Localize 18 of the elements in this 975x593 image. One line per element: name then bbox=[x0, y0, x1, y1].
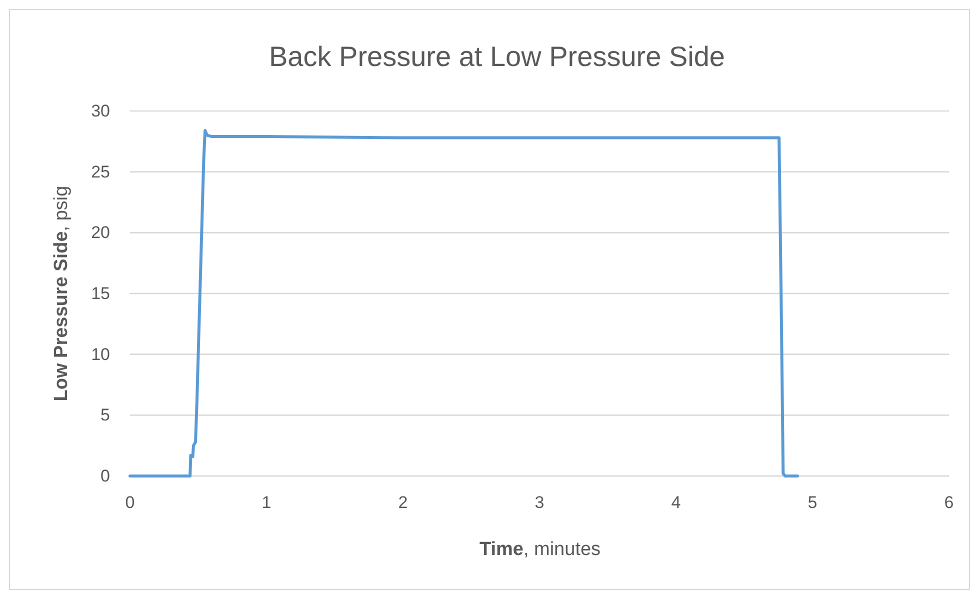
y-tick-label: 0 bbox=[100, 466, 110, 486]
x-tick-label: 6 bbox=[944, 493, 954, 512]
x-axis-title: Time, minutes bbox=[479, 539, 601, 560]
x-tick-label: 1 bbox=[262, 493, 272, 512]
y-tick-label: 30 bbox=[91, 101, 110, 120]
x-tick-label: 3 bbox=[534, 493, 544, 512]
y-tick-label: 5 bbox=[100, 406, 110, 425]
y-tick-label: 25 bbox=[91, 162, 110, 182]
x-tick-label: 5 bbox=[808, 493, 818, 512]
x-tick-label: 2 bbox=[398, 493, 408, 512]
x-tick-label: 4 bbox=[671, 493, 681, 512]
y-axis-title: Low Pressure Side, psig bbox=[51, 186, 72, 402]
y-tick-label: 15 bbox=[91, 284, 110, 303]
y-tick-label: 20 bbox=[91, 223, 110, 242]
y-tick-label: 10 bbox=[91, 344, 110, 364]
x-tick-label: 0 bbox=[125, 493, 135, 512]
chart-title: Back Pressure at Low Pressure Side bbox=[269, 41, 725, 72]
line-series bbox=[128, 128, 799, 478]
